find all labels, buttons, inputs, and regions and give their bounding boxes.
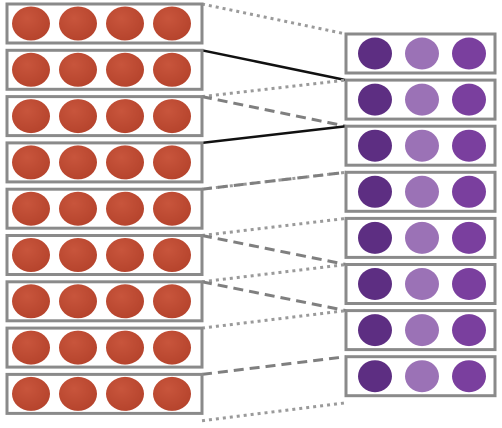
left-circle xyxy=(59,376,97,411)
right-circle xyxy=(405,314,439,347)
left-circle xyxy=(106,330,144,365)
left-circle xyxy=(153,191,191,226)
right-row xyxy=(344,32,497,75)
left-circle xyxy=(153,6,191,41)
left-circle xyxy=(59,330,97,365)
connector-dashed xyxy=(201,234,347,266)
right-circle xyxy=(405,360,439,393)
connector-dashed xyxy=(201,170,347,191)
left-circle xyxy=(12,238,50,272)
connector-dotted xyxy=(201,309,347,330)
left-circle xyxy=(59,238,97,272)
right-row xyxy=(344,170,497,213)
left-column xyxy=(5,2,204,415)
right-circle xyxy=(452,314,486,347)
right-circle xyxy=(452,175,486,208)
left-row xyxy=(5,48,204,91)
left-circle xyxy=(59,284,97,319)
right-circle xyxy=(452,37,486,70)
connector-dotted xyxy=(201,2,347,36)
left-row xyxy=(5,372,204,415)
right-circle xyxy=(452,129,486,162)
right-column xyxy=(344,32,497,398)
right-row xyxy=(344,355,497,398)
connector-lines xyxy=(201,2,347,423)
connector-dashed xyxy=(201,280,347,313)
left-circle xyxy=(12,330,50,365)
left-circle xyxy=(153,99,191,134)
left-row xyxy=(5,234,204,276)
left-circle xyxy=(59,52,97,87)
left-circle xyxy=(12,6,50,41)
right-circle xyxy=(405,175,439,208)
left-circle xyxy=(106,145,144,180)
right-circle xyxy=(358,360,392,393)
left-circle xyxy=(153,330,191,365)
right-circle xyxy=(358,83,392,116)
right-circle xyxy=(405,37,439,70)
left-circle xyxy=(12,99,50,134)
left-row xyxy=(5,326,204,369)
right-circle xyxy=(358,175,392,208)
right-circle xyxy=(452,83,486,116)
connector-dotted xyxy=(201,78,347,99)
left-circle xyxy=(106,99,144,134)
left-circle xyxy=(59,6,97,41)
right-circle xyxy=(358,221,392,254)
right-circle xyxy=(452,268,486,300)
left-circle xyxy=(12,376,50,411)
connector-dotted xyxy=(201,401,347,423)
right-circle xyxy=(405,221,439,254)
connector-dashed xyxy=(201,95,347,128)
connector-solid xyxy=(201,124,347,145)
right-row xyxy=(344,78,497,121)
right-row xyxy=(344,124,497,167)
right-circle xyxy=(452,221,486,254)
left-circle xyxy=(12,52,50,87)
left-row xyxy=(5,141,204,184)
right-row xyxy=(344,216,497,259)
connector-dotted xyxy=(201,263,347,284)
left-circle xyxy=(12,284,50,319)
left-circle xyxy=(153,284,191,319)
left-circle xyxy=(153,145,191,180)
left-row xyxy=(5,187,204,230)
left-circle xyxy=(153,376,191,411)
left-circle xyxy=(59,145,97,180)
right-circle xyxy=(405,129,439,162)
right-circle xyxy=(405,83,439,116)
left-row xyxy=(5,95,204,138)
left-circle xyxy=(106,6,144,41)
right-circle xyxy=(358,268,392,300)
left-circle xyxy=(153,238,191,272)
left-circle xyxy=(106,238,144,272)
connector-solid xyxy=(201,49,347,82)
connector-dashed xyxy=(201,355,347,376)
right-circle xyxy=(358,37,392,70)
left-circle xyxy=(153,52,191,87)
left-row xyxy=(5,280,204,323)
left-circle xyxy=(12,191,50,226)
right-row xyxy=(344,309,497,352)
right-circle xyxy=(358,314,392,347)
connector-dotted xyxy=(201,216,347,237)
right-row xyxy=(344,263,497,305)
left-circle xyxy=(106,52,144,87)
left-circle xyxy=(106,191,144,226)
left-circle xyxy=(59,191,97,226)
left-circle xyxy=(59,99,97,134)
left-circle xyxy=(106,284,144,319)
right-circle xyxy=(405,268,439,300)
right-circle xyxy=(358,129,392,162)
left-circle xyxy=(106,376,144,411)
left-row xyxy=(5,2,204,45)
left-circle xyxy=(12,145,50,180)
right-circle xyxy=(452,360,486,393)
